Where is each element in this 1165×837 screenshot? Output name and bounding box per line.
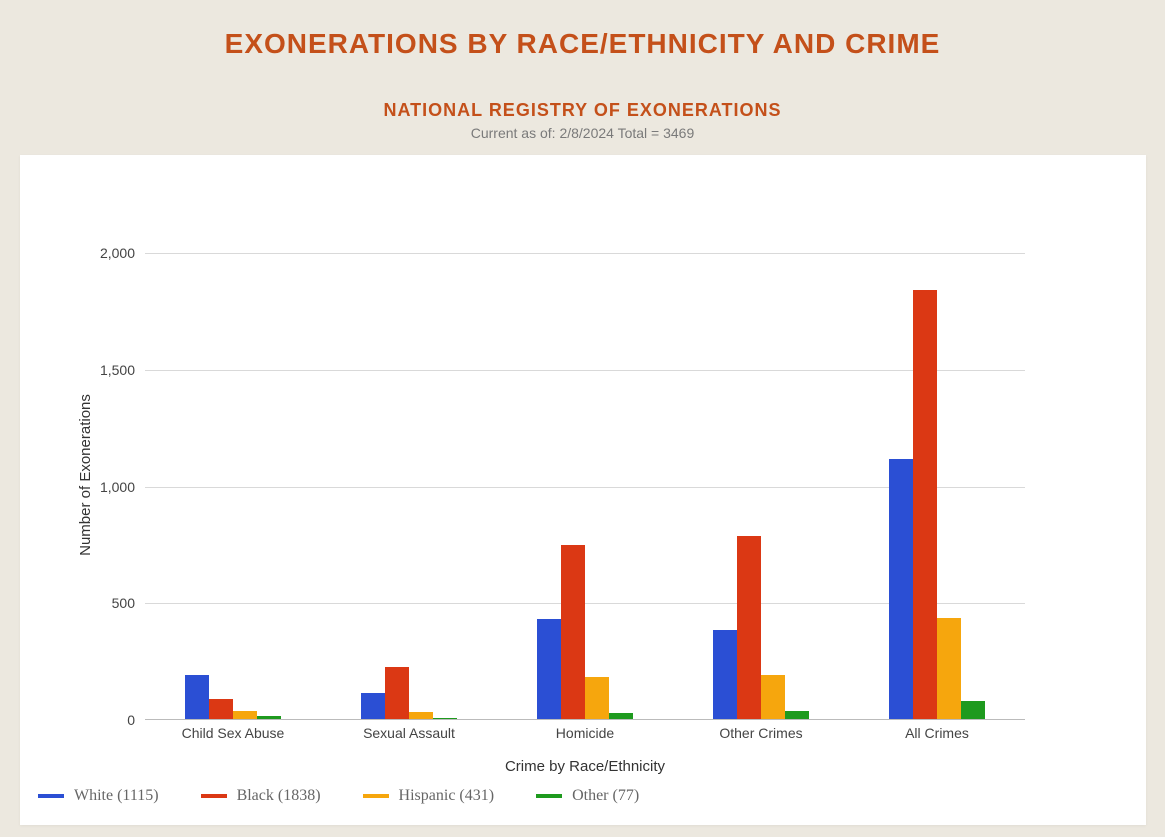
gridline: [145, 253, 1025, 254]
bar-black[interactable]: [209, 699, 233, 719]
y-tick-label: 2,000: [100, 245, 135, 261]
bar-other[interactable]: [961, 701, 985, 719]
bar-hispanic[interactable]: [409, 712, 433, 719]
bar-black[interactable]: [737, 536, 761, 719]
sub-title: NATIONAL REGISTRY OF EXONERATIONS: [0, 100, 1165, 121]
legend-swatch: [38, 794, 64, 798]
legend-item-other[interactable]: Other (77): [536, 787, 639, 805]
bar-black[interactable]: [561, 545, 585, 719]
bar-black[interactable]: [913, 290, 937, 719]
legend-item-white[interactable]: White (1115): [38, 787, 159, 805]
legend-swatch: [536, 794, 562, 798]
bar-group: All Crimes: [889, 290, 986, 719]
y-tick-label: 1,500: [100, 362, 135, 378]
bar-white[interactable]: [185, 675, 209, 719]
legend-label: Black (1838): [237, 787, 321, 805]
x-tick-label: Sexual Assault: [363, 725, 455, 741]
bar-group: Homicide: [537, 545, 634, 719]
bar-black[interactable]: [385, 667, 409, 720]
bar-group: Other Crimes: [713, 536, 810, 719]
legend-item-black[interactable]: Black (1838): [201, 787, 321, 805]
legend: White (1115) Black (1838) Hispanic (431) Ot…: [38, 787, 1146, 805]
bar-other[interactable]: [609, 713, 633, 719]
y-axis-label: Number of Exonerations: [77, 394, 94, 556]
chart-caption: Current as of: 2/8/2024 Total = 3469: [0, 125, 1165, 141]
y-tick-label: 500: [112, 595, 135, 611]
legend-swatch: [363, 794, 389, 798]
header: EXONERATIONS BY RACE/ETHNICITY AND CRIME…: [0, 0, 1165, 141]
legend-swatch: [201, 794, 227, 798]
bar-hispanic[interactable]: [233, 711, 257, 719]
legend-label: Other (77): [572, 787, 639, 805]
plot-area: Number of Exonerations 05001,0001,5002,0…: [145, 230, 1025, 720]
main-title: EXONERATIONS BY RACE/ETHNICITY AND CRIME: [0, 28, 1165, 60]
legend-label: White (1115): [74, 787, 159, 805]
x-tick-label: Child Sex Abuse: [182, 725, 285, 741]
x-axis-label: Crime by Race/Ethnicity: [435, 758, 735, 775]
bar-hispanic[interactable]: [937, 618, 961, 719]
bar-white[interactable]: [889, 459, 913, 719]
bar-white[interactable]: [537, 619, 561, 719]
bar-group: Child Sex Abuse: [185, 675, 282, 719]
bar-white[interactable]: [713, 630, 737, 719]
page: EXONERATIONS BY RACE/ETHNICITY AND CRIME…: [0, 0, 1165, 837]
bar-group: Sexual Assault: [361, 667, 458, 720]
chart-card: Number of Exonerations 0 500 1,000 1,500 2,0…: [20, 155, 1146, 825]
bar-white[interactable]: [361, 693, 385, 719]
x-tick-label: Other Crimes: [719, 725, 802, 741]
bar-other[interactable]: [433, 718, 457, 719]
y-tick-label: 0: [127, 712, 135, 728]
bar-other[interactable]: [785, 711, 809, 719]
bar-other[interactable]: [257, 716, 281, 719]
y-tick-label: 1,000: [100, 479, 135, 495]
legend-label: Hispanic (431): [399, 787, 495, 805]
x-tick-label: All Crimes: [905, 725, 969, 741]
bar-hispanic[interactable]: [585, 677, 609, 719]
x-tick-label: Homicide: [556, 725, 614, 741]
bar-hispanic[interactable]: [761, 675, 785, 719]
legend-item-hispanic[interactable]: Hispanic (431): [363, 787, 495, 805]
